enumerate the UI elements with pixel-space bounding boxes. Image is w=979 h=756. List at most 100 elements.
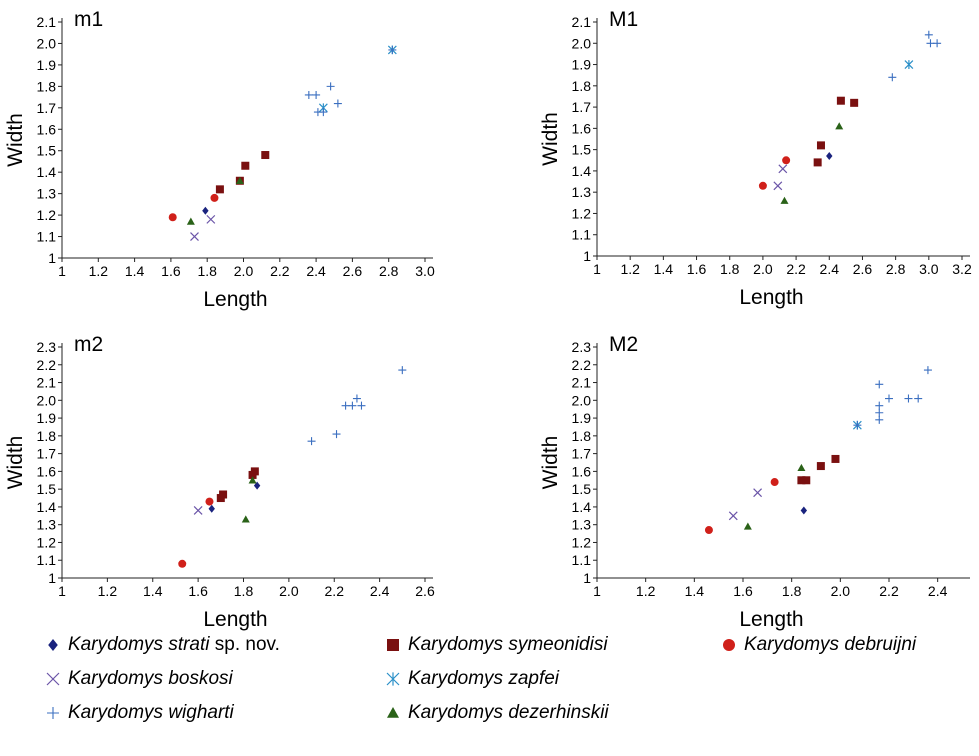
y-tick-label: 1.3	[37, 186, 57, 202]
x-axis-label: Length	[203, 608, 267, 631]
data-point-wigharti	[326, 82, 335, 91]
diamond-icon	[48, 639, 58, 651]
chart-panel-1: 1 1.1 1.2 1.3 1.4 1.5 1.6 1.7 1.8 1.9 2.0 2.1 1 1.2 1.…	[4, 8, 435, 311]
plus-icon	[47, 707, 59, 719]
legend-species: strati	[168, 634, 210, 655]
data-point-symeonidisi	[816, 462, 825, 471]
y-tick-label: 1.6	[37, 121, 57, 137]
y-tick-label: 1.8	[572, 78, 592, 94]
legend-species: dezerhinskii	[508, 702, 609, 723]
y-axis-label: Width	[4, 113, 27, 167]
y-tick-label: 1.1	[37, 229, 57, 245]
x-cross-icon	[46, 672, 60, 686]
data-point-wigharti	[933, 39, 942, 48]
legend-label: Karydomys debruijni	[744, 634, 916, 656]
x-tick-label: 1	[593, 261, 601, 277]
data-point-boskosi	[206, 214, 216, 224]
chart-title: m1	[74, 8, 103, 31]
x-tick-label: 2.6	[415, 583, 435, 599]
x-tick-label: 1.4	[654, 261, 674, 277]
circle-icon	[723, 639, 735, 651]
square-icon	[387, 639, 399, 651]
legend-suffix: sp. nov.	[209, 634, 280, 655]
data-point-symeonidisi	[850, 98, 859, 107]
x-tick-label: 1.2	[636, 583, 656, 599]
x-tick-label: 1.2	[620, 261, 640, 277]
y-tick-label: 1.8	[572, 428, 592, 444]
data-point-wigharti	[923, 366, 932, 375]
chart-title: M1	[609, 8, 638, 31]
y-tick-label: 1.7	[572, 446, 592, 462]
legend-item-dezerhinskii: Karydomys dezerhinskii	[386, 702, 609, 724]
y-tick-label: 1.4	[572, 499, 592, 515]
x-axis-label: Length	[739, 608, 803, 631]
x-tick-label: 1.2	[98, 583, 118, 599]
data-point-dezerhinskii	[743, 522, 752, 530]
y-tick-label: 1.4	[37, 499, 57, 515]
data-point-symeonidisi	[219, 490, 228, 499]
legend-genus: Karydomys	[68, 634, 164, 655]
legend-item-symeonidisi: Karydomys symeonidisi	[386, 634, 608, 656]
data-point-wigharti	[388, 45, 397, 54]
x-tick-label: 3.0	[415, 263, 435, 279]
y-tick-label: 1.2	[37, 534, 57, 550]
data-point-wigharti	[904, 394, 913, 403]
data-point-strati	[800, 506, 808, 515]
chart-title: M2	[609, 333, 638, 356]
legend-genus: Karydomys	[744, 634, 840, 655]
y-tick-label: 1.3	[37, 517, 57, 533]
data-point-debruijni	[168, 213, 177, 222]
x-tick-label: 2.0	[753, 261, 773, 277]
y-tick-label: 1.6	[572, 120, 592, 136]
data-point-wigharti	[357, 401, 366, 410]
data-point-dezerhinskii	[241, 515, 250, 523]
data-point-boskosi	[728, 511, 738, 521]
legend-genus: Karydomys	[68, 702, 164, 723]
y-tick-label: 2.2	[572, 357, 592, 373]
legend-label: Karydomys symeonidisi	[408, 634, 608, 656]
x-tick-label: 1.8	[720, 261, 740, 277]
legend-genus: Karydomys	[408, 668, 504, 689]
data-point-wigharti	[341, 401, 350, 410]
legend-label: Karydomys boskosi	[68, 668, 233, 690]
y-tick-label: 1.5	[572, 142, 592, 158]
data-point-dezerhinskii	[797, 463, 806, 472]
x-tick-label: 1.6	[188, 583, 208, 599]
data-point-symeonidisi	[816, 141, 825, 150]
x-tick-label: 2.8	[379, 263, 399, 279]
data-point-debruijni	[210, 193, 219, 202]
data-point-wigharti	[875, 380, 884, 389]
data-point-strati	[826, 152, 833, 161]
legend-label: Karydomys dezerhinskii	[408, 702, 609, 724]
legend-species: zapfei	[508, 668, 560, 689]
data-point-symeonidisi	[797, 476, 806, 485]
y-tick-label: 1.2	[37, 207, 57, 223]
x-tick-label: 1.4	[685, 583, 705, 599]
x-tick-label: 2.0	[831, 583, 851, 599]
y-tick-label: 2.1	[37, 14, 57, 30]
y-tick-label: 2.0	[37, 392, 57, 408]
y-tick-label: 1.9	[37, 410, 57, 426]
x-tick-label: 1.4	[143, 583, 163, 599]
legend-label: Karydomys wigharti	[68, 702, 234, 724]
data-point-symeonidisi	[250, 467, 259, 476]
y-tick-label: 2.0	[37, 35, 57, 51]
data-point-debruijni	[782, 156, 791, 165]
legend-item-debruijni: Karydomys debruijni	[722, 634, 916, 656]
x-tick-label: 1.6	[687, 261, 707, 277]
y-tick-label: 1.5	[37, 481, 57, 497]
legend-label: Karydomys strati sp. nov.	[68, 634, 280, 656]
data-point-symeonidisi	[813, 158, 822, 167]
data-point-wigharti	[885, 394, 893, 403]
legend-item-zapfei: Karydomys zapfei	[386, 668, 559, 690]
y-tick-label: 1.3	[572, 184, 592, 200]
y-tick-label: 1.6	[572, 463, 592, 479]
legend-label: Karydomys zapfei	[408, 668, 559, 690]
data-point-wigharti	[332, 430, 341, 439]
data-point-debruijni	[205, 497, 214, 506]
y-tick-label: 1.9	[37, 57, 57, 73]
x-tick-label: 2.0	[279, 583, 299, 599]
y-tick-label: 1.1	[37, 552, 57, 568]
x-tick-label: 1.8	[782, 583, 802, 599]
data-point-wigharti	[875, 415, 884, 424]
